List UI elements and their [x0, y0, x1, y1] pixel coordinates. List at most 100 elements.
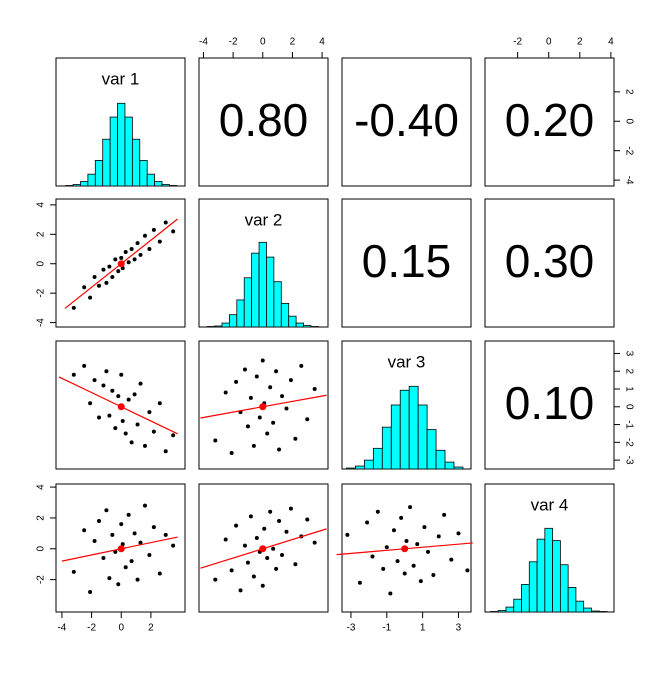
scatter-point	[164, 449, 168, 453]
scatter-point	[121, 419, 125, 423]
y-tick-label: -2	[623, 438, 634, 447]
x-tick-label: -2	[87, 623, 96, 634]
scatter-point	[133, 257, 137, 261]
histogram-bar	[103, 139, 110, 186]
scatter-point	[262, 527, 266, 531]
scatter-point	[143, 444, 147, 448]
scatter-point	[274, 567, 278, 571]
scatter-point	[107, 265, 111, 269]
x-tick-label: -1	[382, 623, 391, 634]
scatter-point	[293, 437, 297, 441]
histogram-bar	[237, 300, 244, 327]
scatter-point	[255, 375, 259, 379]
scatter-point	[224, 538, 228, 542]
x-tick-label: 4	[319, 37, 325, 48]
scatter-point	[136, 241, 140, 245]
x-tick-label: 4	[608, 37, 614, 48]
histogram-bar	[125, 117, 132, 186]
scatter-point	[72, 570, 76, 574]
scatter-point	[370, 554, 374, 558]
scatter-point	[113, 257, 117, 261]
scatter-point	[246, 561, 250, 565]
scatter-point	[104, 369, 108, 373]
histogram-bar	[140, 160, 147, 186]
scatter-point	[280, 394, 284, 398]
scatter-point	[252, 444, 256, 448]
scatter-point	[127, 260, 131, 264]
histogram-bar	[445, 462, 454, 469]
mean-point	[401, 545, 408, 552]
histogram-bar	[427, 430, 436, 469]
histogram-bar	[584, 608, 592, 612]
y-tick-label: -2	[36, 575, 47, 584]
histogram-bar	[400, 390, 409, 469]
scatter-point	[437, 534, 441, 538]
scatter-point	[399, 516, 403, 520]
x-tick-label: 0	[118, 623, 124, 634]
scatter-point	[249, 396, 253, 400]
scatter-point	[93, 275, 97, 279]
scatter-point	[136, 423, 140, 427]
scatter-point	[147, 247, 151, 251]
scatter-point	[284, 407, 288, 411]
scatter-point	[147, 410, 151, 414]
y-tick-label: -4	[36, 318, 47, 327]
scatter-point	[130, 247, 134, 251]
histogram-bar	[382, 427, 391, 469]
y-tick-label: 2	[36, 515, 47, 521]
scatter-point	[465, 568, 469, 572]
mean-point	[259, 545, 266, 552]
histogram-bar	[155, 182, 162, 186]
scatter-point	[158, 240, 162, 244]
histogram-bar	[95, 160, 102, 186]
mean-point	[259, 403, 266, 410]
scatter-point	[110, 389, 114, 393]
scatter-point	[412, 564, 416, 568]
histogram-bar	[222, 323, 229, 327]
scatter-point	[365, 521, 369, 525]
histogram-bar	[132, 139, 139, 186]
correlation-label: 0.80	[219, 94, 309, 146]
scatter-point	[116, 269, 120, 273]
scatter-point	[234, 524, 238, 528]
scatter-point	[127, 398, 131, 402]
scatter-point	[392, 528, 396, 532]
scatter-point	[88, 401, 92, 405]
x-tick-label: 0	[260, 37, 266, 48]
scatter-point	[152, 525, 156, 529]
scatter-point	[213, 439, 217, 443]
y-tick-label: 2	[623, 368, 634, 374]
y-tick-label: 3	[623, 351, 634, 357]
histogram-bar	[118, 103, 125, 186]
y-tick-label: 2	[623, 89, 634, 95]
scatter-point	[104, 508, 108, 512]
histogram-bar	[529, 562, 537, 612]
variable-label: var 1	[102, 69, 140, 88]
histogram-bar	[259, 242, 266, 327]
scatter-point	[124, 565, 128, 569]
scatter-point	[88, 296, 92, 300]
correlation-label: 0.10	[505, 377, 595, 429]
scatter-point	[158, 571, 162, 575]
scatter-point	[130, 559, 134, 563]
x-tick-label: -2	[229, 37, 238, 48]
scatter-point	[116, 582, 120, 586]
scatter-point	[239, 588, 243, 592]
scatter-point	[101, 383, 105, 387]
x-tick-label: 1	[420, 623, 426, 634]
histogram-bar	[553, 541, 561, 612]
y-tick-label: 4	[36, 484, 47, 490]
scatter-point	[442, 513, 446, 517]
scatter-point	[408, 505, 412, 509]
scatter-point	[271, 547, 275, 551]
histogram-bar	[281, 303, 288, 327]
scatter-point	[268, 510, 272, 514]
x-tick-label: 0	[546, 37, 552, 48]
scatter-point	[101, 268, 105, 272]
x-tick-label: -3	[347, 623, 356, 634]
scatter-point	[143, 504, 147, 508]
y-tick-label: -2	[36, 288, 47, 297]
x-tick-label: -4	[199, 37, 208, 48]
scatter-point	[119, 522, 123, 526]
histogram-bar	[73, 185, 80, 186]
